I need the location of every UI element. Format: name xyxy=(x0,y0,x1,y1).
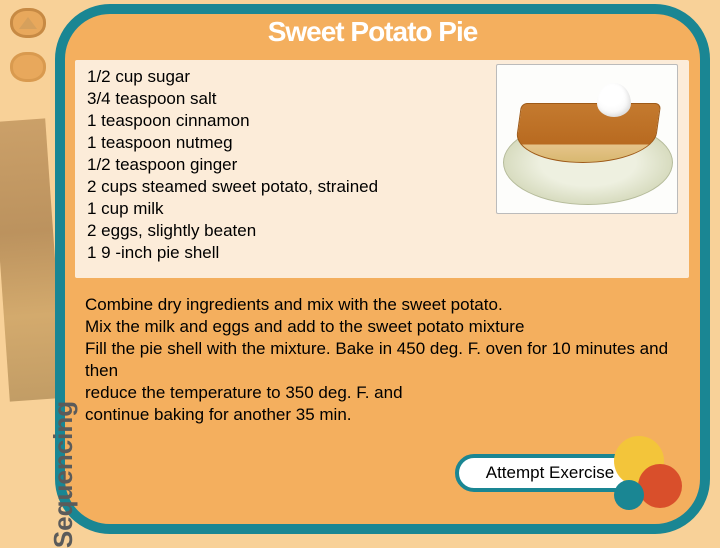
decorative-circles xyxy=(602,436,682,516)
triangle-up-icon xyxy=(19,17,37,29)
instruction-line: Combine dry ingredients and mix with the… xyxy=(85,294,689,316)
circle-teal-icon xyxy=(614,480,644,510)
sidebar-label: Sequencing xyxy=(48,401,79,548)
instruction-line: continue baking for another 35 min. xyxy=(85,404,689,426)
circle-red-icon xyxy=(638,464,682,508)
content-frame: Sweet Potato Pie 1/2 cup sugar 3/4 teasp… xyxy=(55,4,710,534)
instructions-text: Combine dry ingredients and mix with the… xyxy=(85,294,689,426)
ingredient-item: 1 9 -inch pie shell xyxy=(87,242,677,264)
instruction-line: reduce the temperature to 350 deg. F. an… xyxy=(85,382,689,404)
whipped-cream-shape xyxy=(597,83,631,117)
instruction-line: Mix the milk and eggs and add to the swe… xyxy=(85,316,689,338)
recipe-image xyxy=(496,64,678,214)
page-title: Sweet Potato Pie xyxy=(65,16,680,48)
nav-up-button[interactable] xyxy=(10,8,46,38)
ingredient-item: 2 eggs, slightly beaten xyxy=(87,220,677,242)
nav-down-button[interactable] xyxy=(10,52,46,82)
attempt-button-label: Attempt Exercise xyxy=(486,463,615,483)
instruction-line: Fill the pie shell with the mixture. Bak… xyxy=(85,338,689,382)
